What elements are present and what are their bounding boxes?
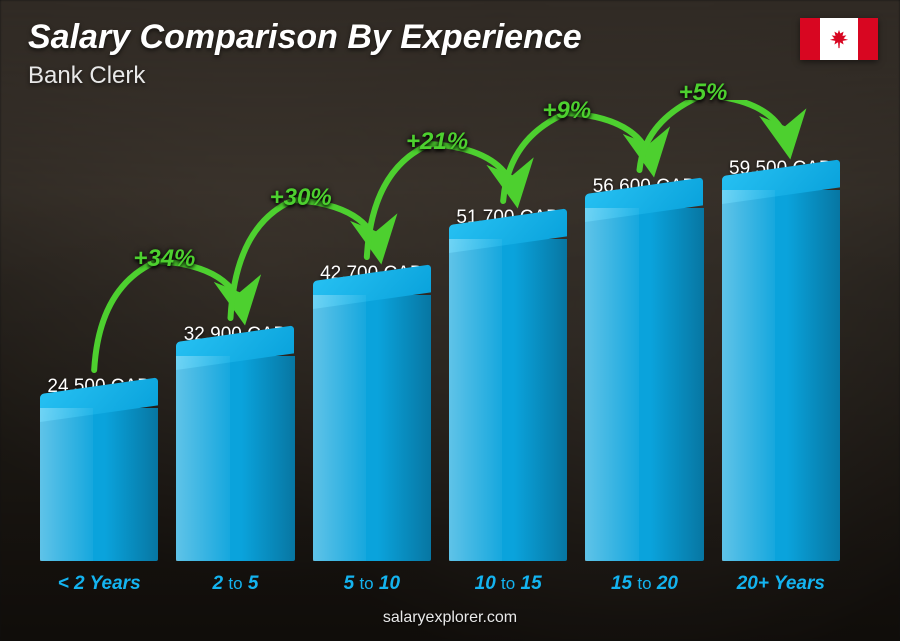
footer-credit: salaryexplorer.com <box>0 609 900 627</box>
maple-leaf-icon <box>828 28 850 50</box>
chart-title: Salary Comparison By Experience <box>28 18 582 57</box>
bar-group: 56,600 CAD <box>585 176 703 561</box>
x-axis-label: 2 to 5 <box>176 573 294 595</box>
bar <box>585 208 703 561</box>
chart-subtitle: Bank Clerk <box>28 62 145 90</box>
bar <box>722 190 840 561</box>
x-axis-labels: < 2 Years 2 to 5 5 to 10 10 to 15 15 to 20 20… <box>30 573 850 595</box>
bar <box>313 295 431 561</box>
x-axis-label: 15 to 20 <box>585 573 703 595</box>
flag-red-right <box>858 18 878 60</box>
bar-chart: 24,500 CAD32,900 CAD42,700 CAD51,700 CAD… <box>30 100 850 589</box>
x-axis-label: 10 to 15 <box>449 573 567 595</box>
x-axis-label: 5 to 10 <box>313 573 431 595</box>
bar-group: 42,700 CAD <box>313 263 431 561</box>
growth-pct-label: +9% <box>542 97 591 125</box>
bar-group: 24,500 CAD <box>40 376 158 561</box>
flag-red-left <box>800 18 820 60</box>
bar <box>176 356 294 561</box>
country-flag-canada <box>800 18 878 60</box>
flag-center <box>820 18 858 60</box>
bar <box>449 239 567 561</box>
infographic-container: Salary Comparison By Experience Bank Cle… <box>0 0 900 641</box>
bar-group: 51,700 CAD <box>449 207 567 561</box>
x-axis-label: < 2 Years <box>40 573 158 595</box>
x-axis-label: 20+ Years <box>722 573 840 595</box>
growth-pct-label: +5% <box>679 79 728 107</box>
growth-pct-label: +34% <box>133 245 195 273</box>
bar-group: 59,500 CAD <box>722 158 840 561</box>
growth-pct-label: +21% <box>406 128 468 156</box>
growth-pct-label: +30% <box>270 184 332 212</box>
bar <box>40 408 158 561</box>
bars-row: 24,500 CAD32,900 CAD42,700 CAD51,700 CAD… <box>30 100 850 561</box>
bar-group: 32,900 CAD <box>176 324 294 561</box>
